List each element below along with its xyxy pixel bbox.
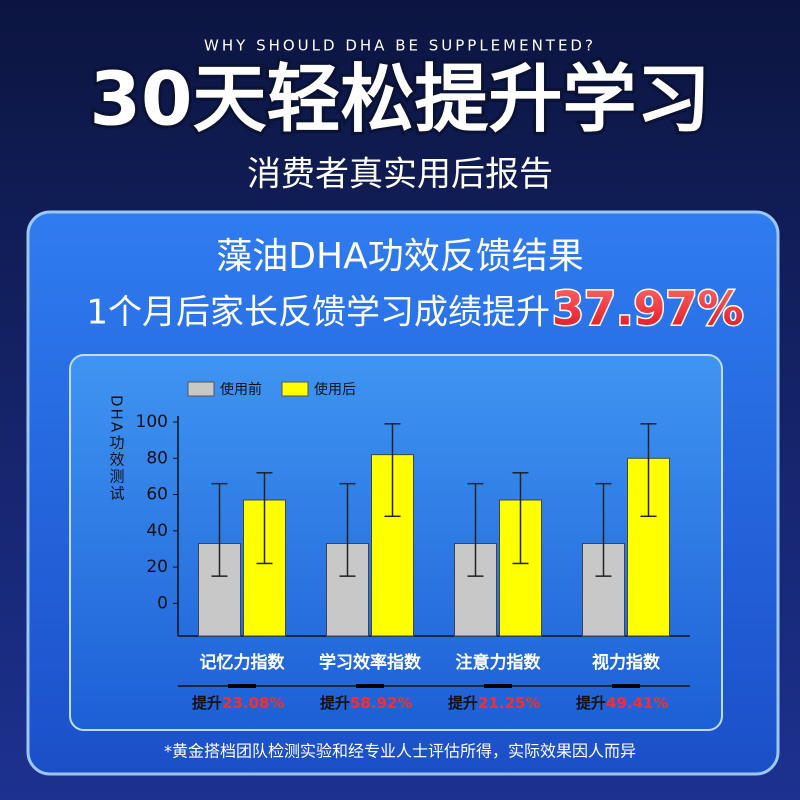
improvement: 提升58.92% xyxy=(320,694,413,712)
improvement: 提升21.25% xyxy=(448,694,541,712)
main-title: 30天轻松提升学习 xyxy=(90,57,711,143)
legend-label: 使用后 xyxy=(314,381,356,398)
error-bar xyxy=(256,472,273,565)
bar xyxy=(499,499,542,637)
y-tick-label: 100 xyxy=(136,412,168,432)
improvement-label: 提升 xyxy=(320,694,350,712)
error-bar xyxy=(467,482,484,577)
legend-swatch xyxy=(281,381,309,397)
improvement-label: 提升 xyxy=(192,694,222,712)
y-axis-label: DHA功效测试 xyxy=(108,395,126,502)
improvement-label: 提升 xyxy=(576,694,606,712)
x-tick-label: 记忆力指数 xyxy=(200,652,286,673)
improvement-label: 提升 xyxy=(448,694,478,712)
footnote: *黄金搭档团队检测实验和经专业人士评估所得，实际效果因人而异 xyxy=(164,742,636,761)
headline: 1个月后家长反馈学习成绩提升 xyxy=(86,293,550,333)
x-tick-label: 学习效率指数 xyxy=(319,652,422,673)
improvement: 提升23.08% xyxy=(192,694,285,712)
error-bar xyxy=(384,423,401,518)
improvement: 提升49.41% xyxy=(576,694,669,712)
subtitle: 消费者真实用后报告 xyxy=(247,155,553,195)
error-bar xyxy=(211,482,228,577)
highlight: 37.97% xyxy=(552,282,744,336)
error-bar xyxy=(512,472,529,565)
error-bar xyxy=(640,423,657,518)
y-tick-label: 20 xyxy=(146,557,168,577)
improvement-value: 23.08% xyxy=(222,694,284,712)
x-tick-label: 视力指数 xyxy=(592,652,661,673)
error-bar xyxy=(595,482,612,577)
y-tick-label: 80 xyxy=(146,448,168,468)
error-bar xyxy=(339,482,356,577)
improvement-value: 49.41% xyxy=(606,694,668,712)
improvement-value: 21.25% xyxy=(478,694,540,712)
y-tick-label: 60 xyxy=(146,485,168,505)
legend-label: 使用前 xyxy=(220,381,262,398)
y-tick-label: 40 xyxy=(146,521,168,541)
y-tick-label: 0 xyxy=(157,593,168,613)
panel-title: 藻油DHA功效反馈结果 xyxy=(216,236,583,277)
legend-swatch xyxy=(187,381,215,397)
x-tick-label: 注意力指数 xyxy=(456,652,542,673)
kicker: WHY SHOULD DHA BE SUPPLEMENTED? xyxy=(204,37,596,55)
improvement-value: 58.92% xyxy=(350,694,412,712)
